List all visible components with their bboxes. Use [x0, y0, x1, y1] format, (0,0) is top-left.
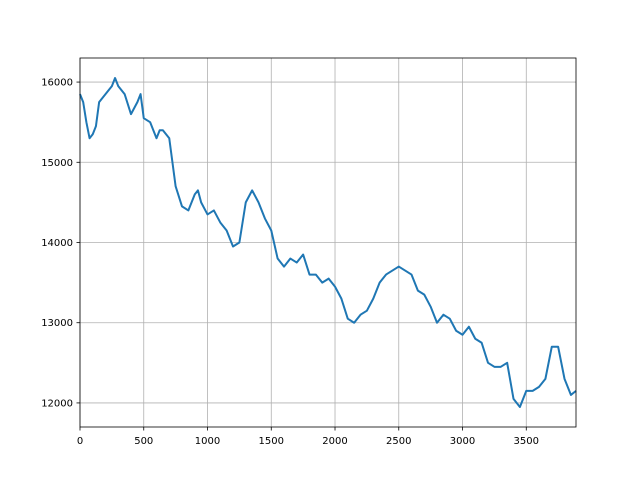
y-tick-label: 12000	[41, 398, 73, 409]
x-tick-label: 3000	[450, 436, 475, 447]
y-tick-label: 13000	[41, 318, 73, 329]
x-tick-label: 2000	[322, 436, 347, 447]
x-tick-label: 0	[77, 436, 83, 447]
y-tick-label: 16000	[41, 78, 73, 89]
x-tick-label: 1000	[195, 436, 220, 447]
line-series	[79, 77, 577, 408]
y-tick-label: 14000	[41, 238, 73, 249]
x-tick-label: 1500	[259, 436, 284, 447]
y-tick-label: 15000	[41, 158, 73, 169]
x-tick-label: 3500	[514, 436, 539, 447]
x-tick-label: 2500	[386, 436, 411, 447]
x-tick-label: 500	[134, 436, 153, 447]
